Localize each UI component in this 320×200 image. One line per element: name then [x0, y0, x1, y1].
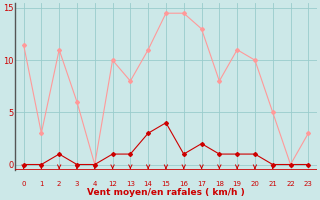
X-axis label: Vent moyen/en rafales ( km/h ): Vent moyen/en rafales ( km/h ) — [87, 188, 245, 197]
